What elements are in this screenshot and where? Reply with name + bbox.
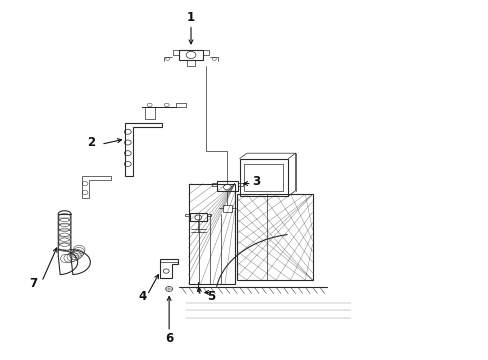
Bar bbox=[244, 164, 283, 191]
Text: 4: 4 bbox=[138, 289, 146, 303]
Text: 6: 6 bbox=[164, 333, 173, 346]
Text: 1: 1 bbox=[186, 11, 195, 24]
Text: 7: 7 bbox=[29, 277, 37, 290]
Bar bbox=[216, 181, 238, 192]
Bar bbox=[188, 184, 234, 284]
Text: 5: 5 bbox=[207, 289, 215, 303]
Bar bbox=[237, 194, 312, 280]
Bar bbox=[239, 158, 287, 196]
Text: 2: 2 bbox=[87, 136, 95, 149]
Bar bbox=[189, 212, 206, 221]
Bar bbox=[222, 205, 232, 212]
Bar bbox=[179, 50, 203, 60]
Text: 3: 3 bbox=[252, 175, 260, 188]
